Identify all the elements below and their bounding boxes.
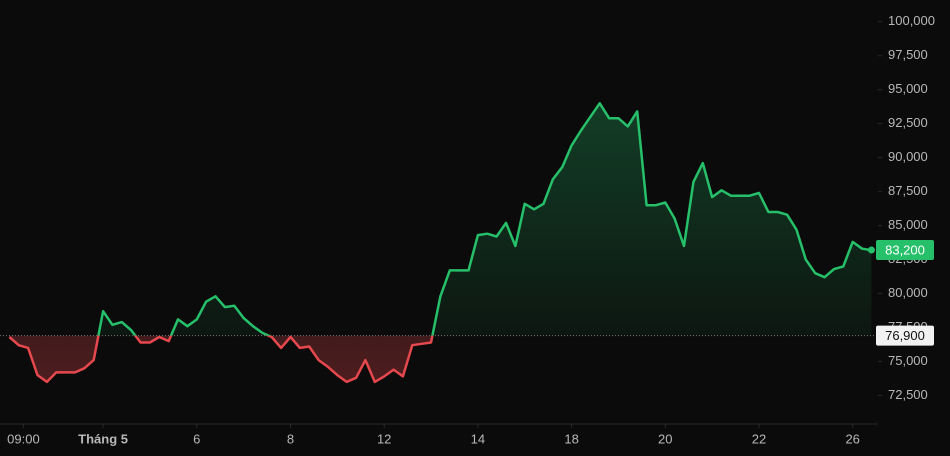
y-tick-label: 100,000 <box>888 13 935 28</box>
last-price-badge <box>876 240 934 261</box>
baseline-badge <box>876 325 934 346</box>
y-tick-label: 97,500 <box>888 47 928 62</box>
y-tick-label: 90,000 <box>888 149 928 164</box>
x-tick-label: 18 <box>564 431 578 446</box>
y-tick-label: 92,500 <box>888 115 928 130</box>
x-tick-label: 6 <box>193 431 200 446</box>
x-tick-label: 12 <box>377 431 391 446</box>
y-tick-label: 85,000 <box>888 217 928 232</box>
price-line-up <box>97 102 872 336</box>
y-tick-label: 80,000 <box>888 285 928 300</box>
x-tick-label: Tháng 5 <box>78 431 128 446</box>
x-tick-label: 22 <box>752 431 766 446</box>
y-tick-label: 87,500 <box>888 183 928 198</box>
y-tick-label: 72,500 <box>888 387 928 402</box>
x-tick-label: 20 <box>658 431 672 446</box>
area-down <box>9 335 872 382</box>
x-tick-label: 14 <box>471 431 485 446</box>
last-point <box>867 246 875 254</box>
x-tick-label: 8 <box>287 431 294 446</box>
y-tick-label: 75,000 <box>888 353 928 368</box>
price-line-down <box>8 335 434 384</box>
x-tick-label: 09:00 <box>7 431 40 446</box>
last-price-label: 83,200 <box>885 242 925 257</box>
area-up <box>98 103 872 336</box>
baseline-label: 76,900 <box>885 328 925 343</box>
x-tick-label: 26 <box>845 431 859 446</box>
y-tick-label: 95,000 <box>888 81 928 96</box>
